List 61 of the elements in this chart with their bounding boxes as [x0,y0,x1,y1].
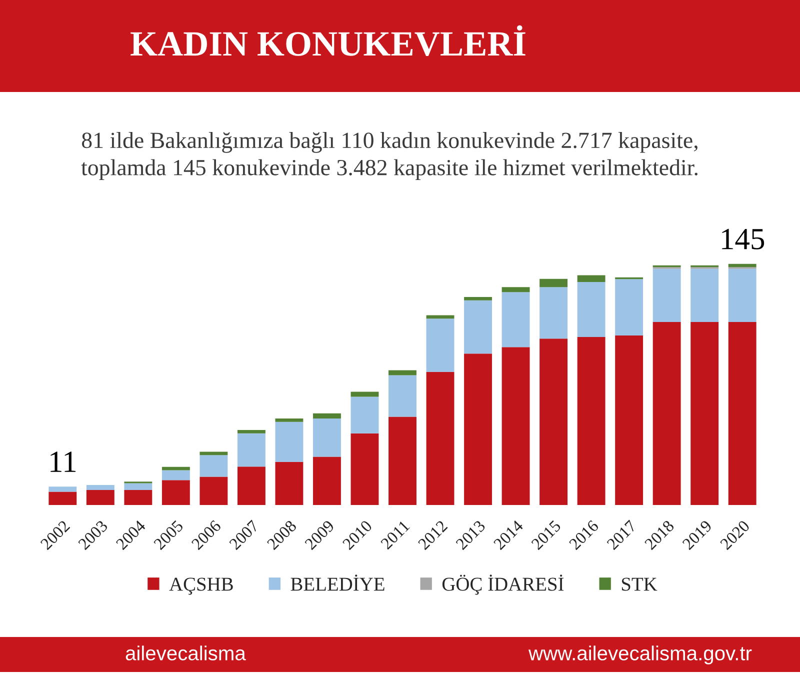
chart-subtitle: 81 ilde Bakanlığımıza bağlı 110 kadın konukevinde 2.717 kapasite, toplamda 145 konukevinde 3.482 kapasite ile hizmet verilmektedir. [81,132,698,180]
bar [124,483,152,490]
x-tick-label: 2011 [380,520,410,550]
bar [200,455,228,477]
bar [86,484,114,490]
bar [350,392,379,397]
bar [690,268,719,322]
bar [577,275,606,282]
bar [237,466,266,505]
bar [48,486,77,492]
bar [652,322,681,505]
bar [464,296,492,300]
bar [388,370,416,376]
bar [275,422,304,462]
bar [540,338,568,505]
bar [502,347,530,505]
chart-title: KADIN KONUKEVLERİ [130,25,526,56]
bar [690,322,719,505]
bar [350,433,379,505]
bar [162,466,190,470]
bar [728,268,756,322]
bar [652,268,681,322]
bar [313,413,341,418]
bar [728,264,756,268]
bar [124,490,152,505]
annotation: 11 [50,452,76,472]
bar [275,462,304,505]
bar [48,492,77,505]
bar [426,318,454,372]
bar [615,336,644,505]
bar [313,456,341,505]
bar [237,433,266,467]
bar [728,322,756,505]
legend-label: AÇSHB [169,578,233,595]
bar [426,372,454,505]
bar [502,292,530,348]
bar [200,452,228,456]
legend-label: STK [622,578,658,591]
bar [540,287,568,339]
bar [577,282,606,337]
bar [502,287,530,292]
bar [313,418,341,457]
bar [275,418,304,422]
text: www.ailevecalisma.gov.tr [528,646,752,664]
bar [162,470,190,480]
bar [464,300,492,354]
bar [86,490,114,505]
legend-label: BELEDİYE [290,574,384,591]
bar [350,396,379,434]
bar [388,416,416,505]
bar [237,430,266,434]
annotation: 145 [722,228,764,250]
bar [577,336,606,505]
legend-label: GÖÇ İDARESİ [442,574,564,595]
bar [540,278,568,288]
text: ailevecalisma [126,646,246,660]
bar [615,279,644,336]
bar [388,375,416,417]
bar [464,354,492,505]
bar [162,480,190,505]
bar [200,476,228,505]
